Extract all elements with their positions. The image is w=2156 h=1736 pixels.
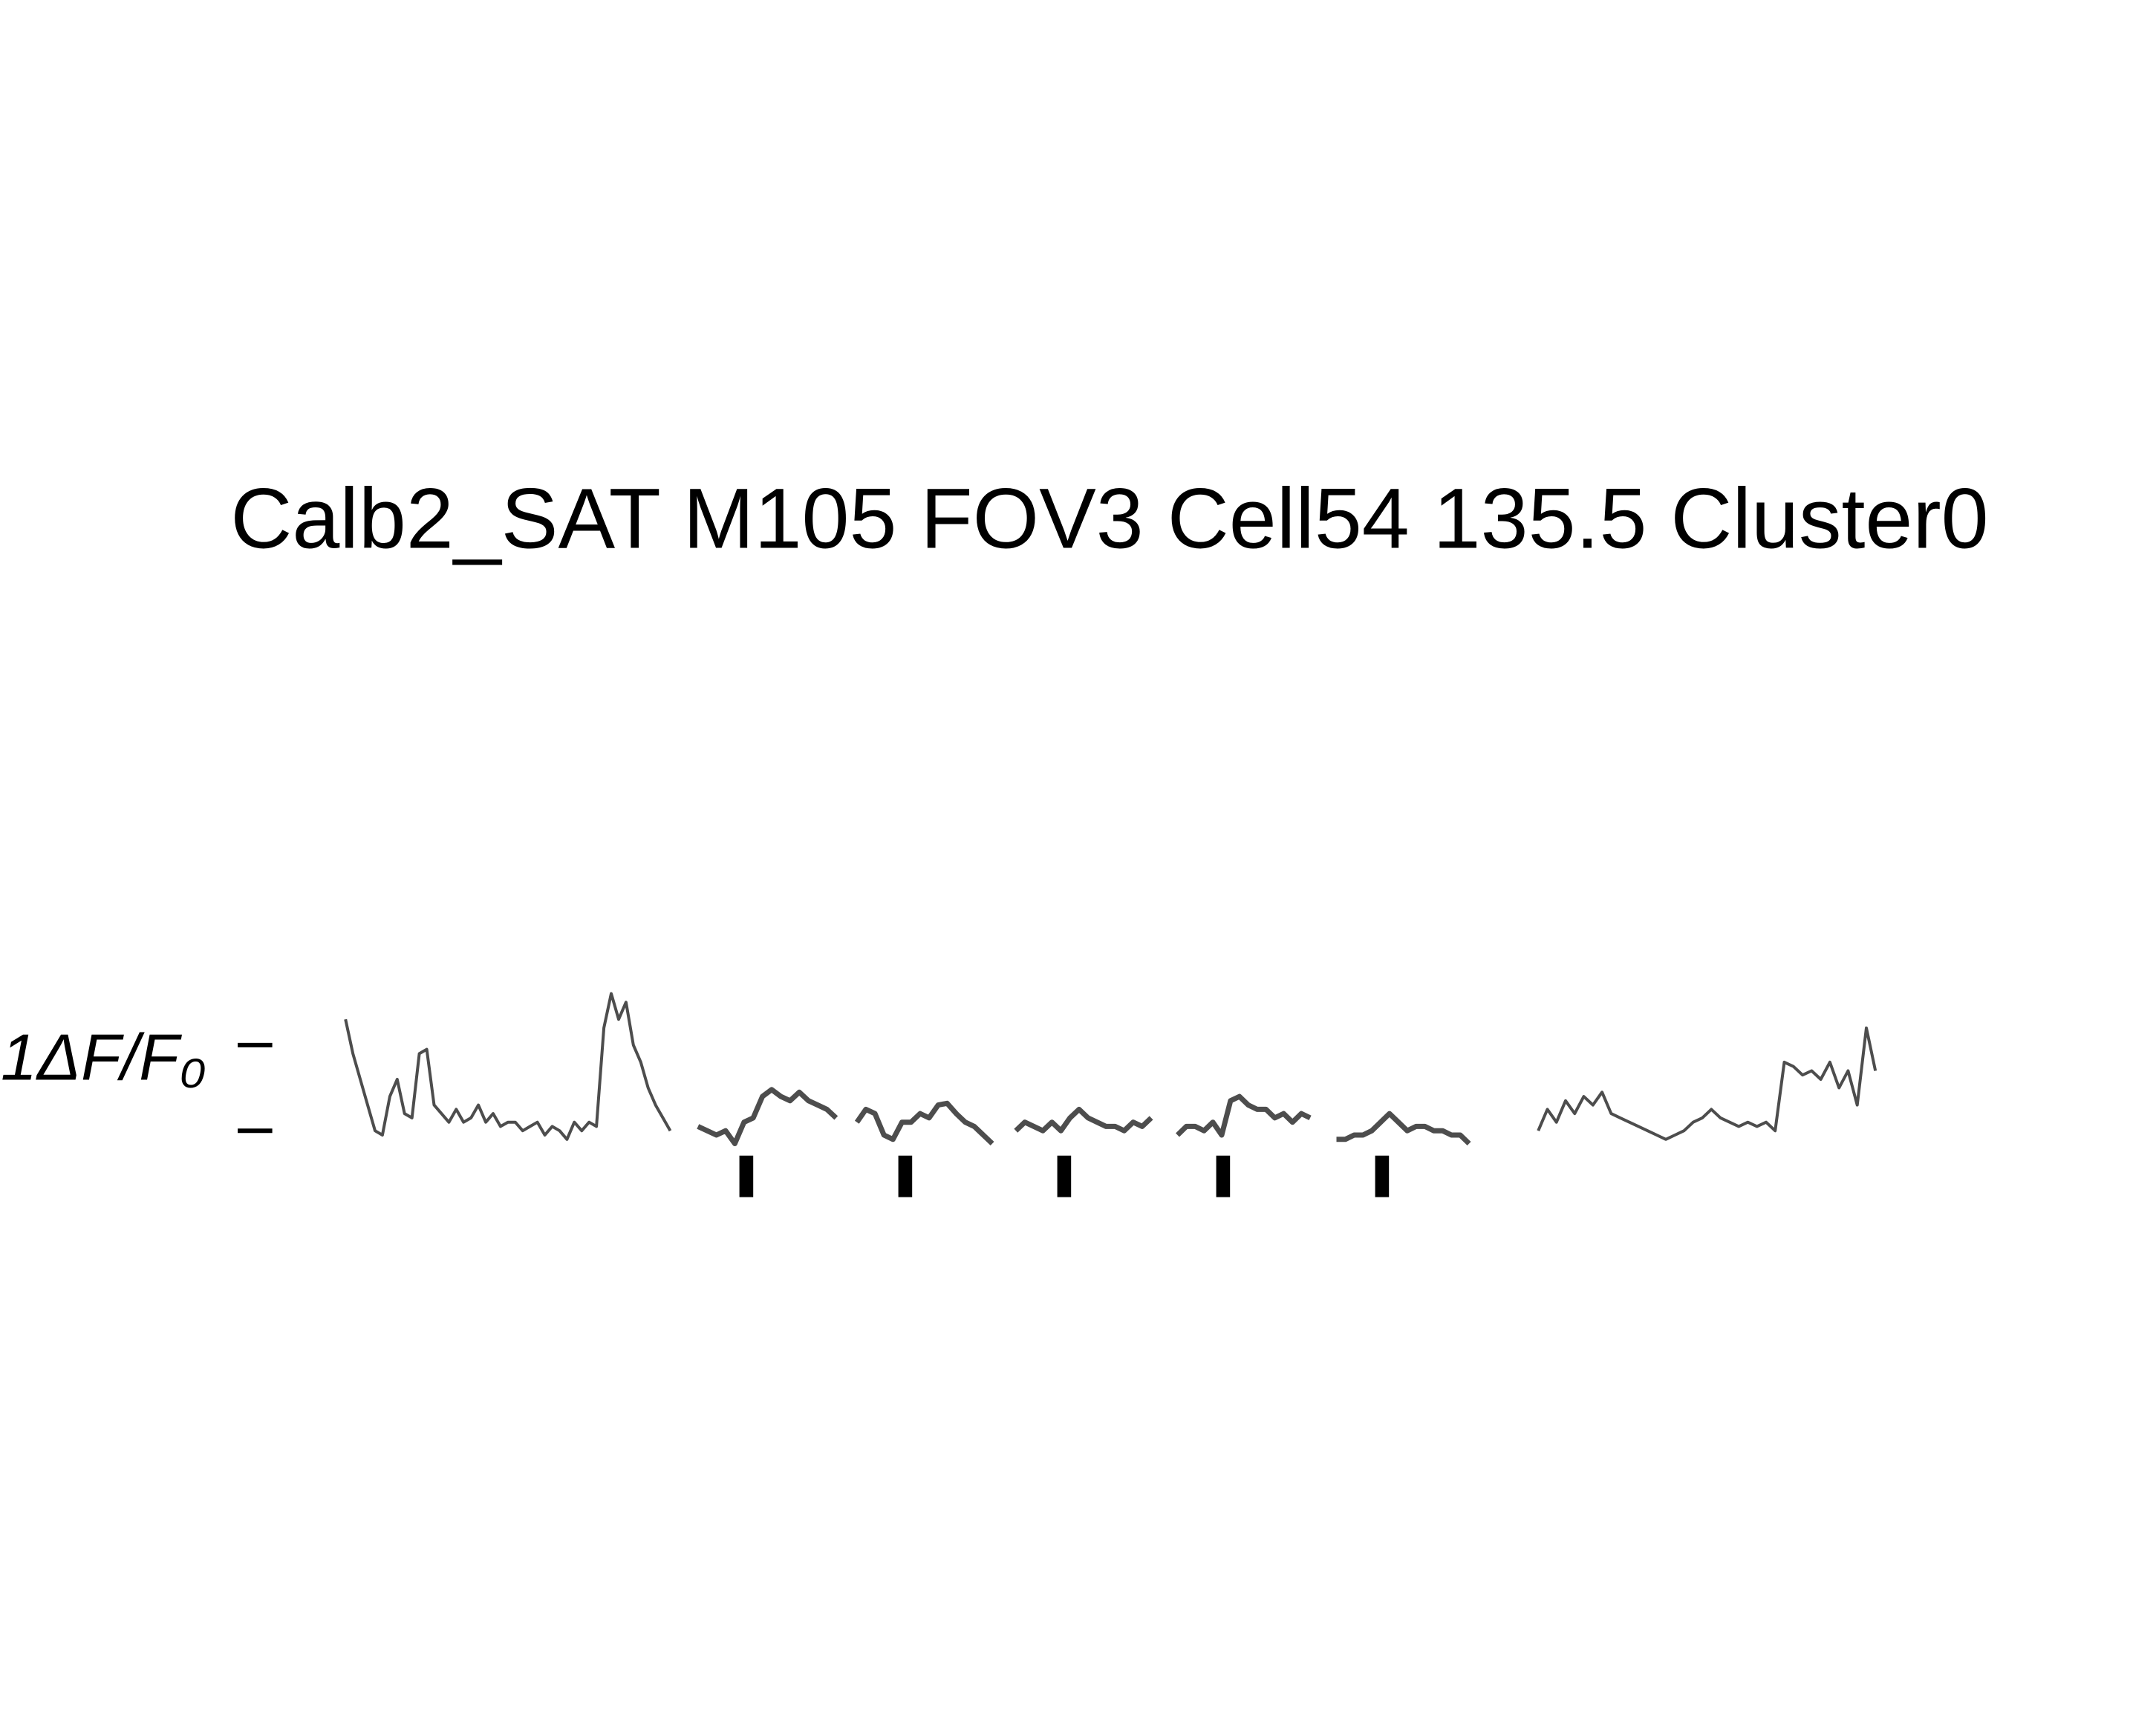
- trace: [344, 992, 672, 1141]
- stimulus-marker: [739, 1155, 754, 1197]
- trace: [854, 1100, 994, 1146]
- y-scale-label: 1ΔF/F₀: [1, 1020, 206, 1093]
- trace: [1537, 1026, 1877, 1141]
- trace: [1336, 1111, 1471, 1146]
- trace: [1014, 1106, 1153, 1134]
- stimulus-marker: [898, 1155, 913, 1197]
- trace: [1176, 1093, 1312, 1138]
- stimulus-marker: [1057, 1155, 1072, 1197]
- stimulus-marker: [1216, 1155, 1231, 1197]
- chart-title: Calb2_SAT M105 FOV3 Cell54 135.5 Cluster…: [230, 471, 1988, 566]
- trace: [697, 1087, 838, 1146]
- stimulus-marker: [1375, 1155, 1390, 1197]
